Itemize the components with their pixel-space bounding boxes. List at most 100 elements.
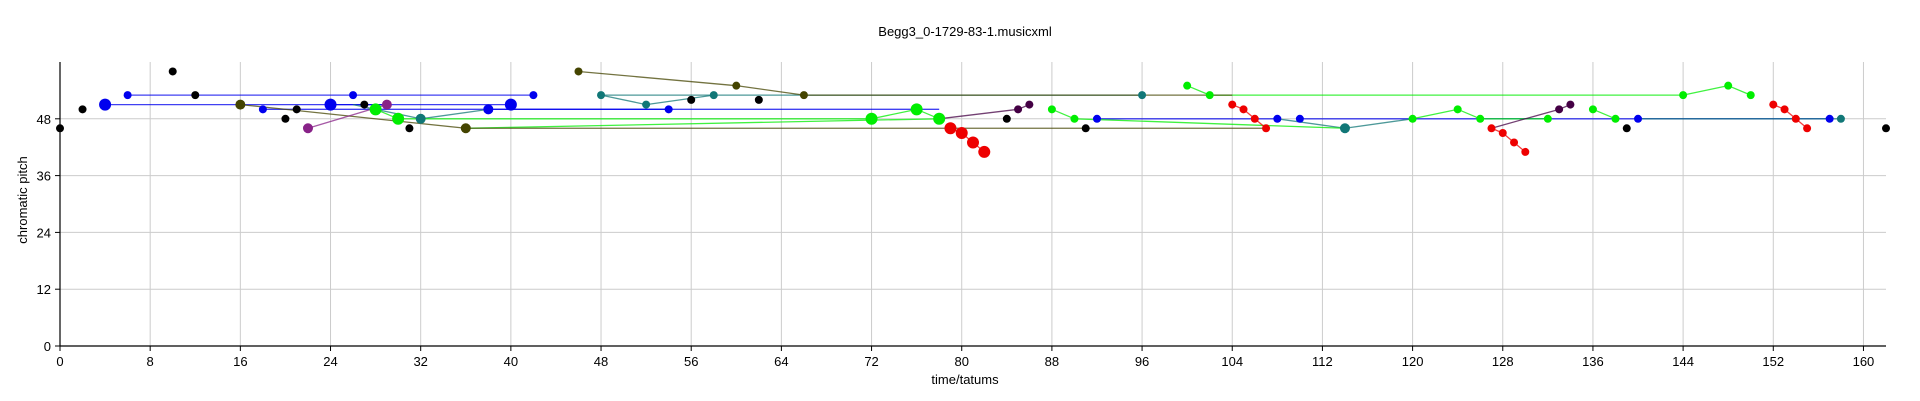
series-3-point-10	[1453, 105, 1462, 114]
x-tick-label: 96	[1135, 354, 1149, 369]
series-5-point-4	[799, 91, 808, 100]
series-3-point-3	[910, 103, 923, 116]
series-1-point-10	[1092, 114, 1101, 123]
series-1-point-1	[123, 91, 132, 100]
series-4-point-0	[944, 122, 957, 135]
series-5-point-1	[460, 123, 471, 134]
y-tick-label: 12	[37, 282, 51, 297]
series-3-line-13	[1682, 85, 1729, 96]
y-tick-label: 24	[37, 225, 51, 240]
series-3-point-6	[1070, 114, 1079, 123]
series-4-point-3	[978, 145, 991, 158]
series-2-point-3	[709, 91, 718, 100]
x-tick-label: 48	[594, 354, 608, 369]
series-7-line-2	[1491, 108, 1560, 129]
series-4-point-2	[967, 136, 979, 149]
series-0-point-6	[360, 100, 369, 109]
x-tick-label: 24	[323, 354, 337, 369]
series-3-line-10	[1457, 108, 1481, 120]
y-tick-label: 0	[44, 339, 51, 354]
series-5-point-2	[574, 67, 583, 76]
series-4-point-12	[1769, 100, 1778, 109]
x-tick-label: 80	[954, 354, 968, 369]
series-0-point-4	[281, 114, 290, 123]
series-3-line-9	[1412, 108, 1458, 120]
series-1-point-13	[1634, 114, 1643, 123]
series-0-point-3	[191, 91, 200, 100]
series-3-point-1	[392, 112, 405, 125]
series-3-point-5	[1047, 105, 1056, 114]
series-1-point-6	[483, 104, 494, 115]
series-2-point-5	[1339, 123, 1350, 134]
series-3-point-0	[369, 103, 382, 116]
series-0-point-11	[1081, 124, 1090, 133]
x-tick-label: 64	[774, 354, 788, 369]
series-0-point-7	[405, 124, 414, 133]
series-4-point-4	[1228, 100, 1237, 109]
series-3-point-7	[1183, 81, 1192, 90]
series-4-point-10	[1510, 138, 1519, 147]
x-tick-label: 56	[684, 354, 698, 369]
series-3-point-12	[1543, 114, 1552, 123]
series-5-point-0	[235, 99, 246, 110]
series-4-point-6	[1250, 114, 1259, 123]
series-1-point-11	[1273, 114, 1282, 123]
y-axis-label: chromatic pitch	[15, 156, 30, 243]
series-7-point-1	[1025, 100, 1034, 109]
series-3-point-14	[1611, 114, 1620, 123]
x-tick-label: 128	[1492, 354, 1514, 369]
x-tick-label: 112	[1312, 354, 1333, 369]
series-3-point-9	[1408, 114, 1417, 123]
series-3-line-6	[1074, 118, 1345, 129]
series-4-point-11	[1521, 147, 1530, 156]
series-2-point-1	[597, 91, 606, 100]
axes: 0 8 16 24 32 40 48 56 64 72 80 88 96 104 112 120 128 136 1…	[37, 62, 1886, 369]
series-7-point-2	[1555, 105, 1564, 114]
series-7-point-0	[1014, 105, 1023, 114]
series-1-point-9	[664, 105, 673, 114]
series-4-point-14	[1791, 114, 1800, 123]
series-7-line-0	[939, 108, 1019, 120]
series-5-line-0	[240, 103, 466, 129]
series-3-point-4	[933, 112, 946, 125]
series-2-line-5	[1277, 118, 1346, 129]
x-tick-label: 120	[1402, 354, 1424, 369]
series-5-point-3	[732, 81, 741, 90]
series-5-line-2	[578, 70, 737, 87]
series-0-point-2	[168, 67, 177, 76]
x-tick-label: 8	[147, 354, 154, 369]
series-4-point-8	[1487, 124, 1496, 133]
series-3-point-2	[865, 112, 878, 125]
x-tick-label: 0	[56, 354, 63, 369]
series-2-point-4	[1138, 91, 1147, 100]
series-3-line-2	[465, 118, 940, 129]
series-points	[56, 67, 1890, 158]
x-tick-label: 152	[1762, 354, 1784, 369]
series-2-line-6	[1344, 118, 1413, 129]
series-3-point-16	[1724, 81, 1733, 90]
series-3-line-12	[1592, 108, 1616, 120]
series-3-line-3	[871, 108, 917, 120]
y-tick-label: 48	[37, 112, 51, 127]
series-lines	[105, 70, 1841, 153]
x-tick-label: 88	[1045, 354, 1059, 369]
x-tick-label: 32	[413, 354, 427, 369]
series-0-point-12	[1622, 124, 1631, 133]
series-3-line-5	[1051, 108, 1075, 120]
x-tick-label: 104	[1221, 354, 1243, 369]
series-4-point-5	[1239, 105, 1248, 114]
series-4-point-1	[955, 127, 968, 139]
series-0-point-9	[754, 95, 763, 104]
series-2-point-6	[1836, 114, 1845, 123]
series-1-point-3	[324, 98, 337, 111]
series-3-line-14	[1727, 85, 1751, 96]
series-1-point-4	[349, 91, 358, 100]
x-tick-label: 40	[504, 354, 518, 369]
x-tick-label: 144	[1672, 354, 1694, 369]
series-0-point-8	[687, 95, 696, 104]
series-6-point-1	[381, 99, 392, 110]
x-tick-label: 16	[233, 354, 247, 369]
series-3-line-7	[1186, 85, 1210, 96]
series-1-point-7	[504, 98, 517, 111]
series-7-point-3	[1566, 100, 1575, 109]
